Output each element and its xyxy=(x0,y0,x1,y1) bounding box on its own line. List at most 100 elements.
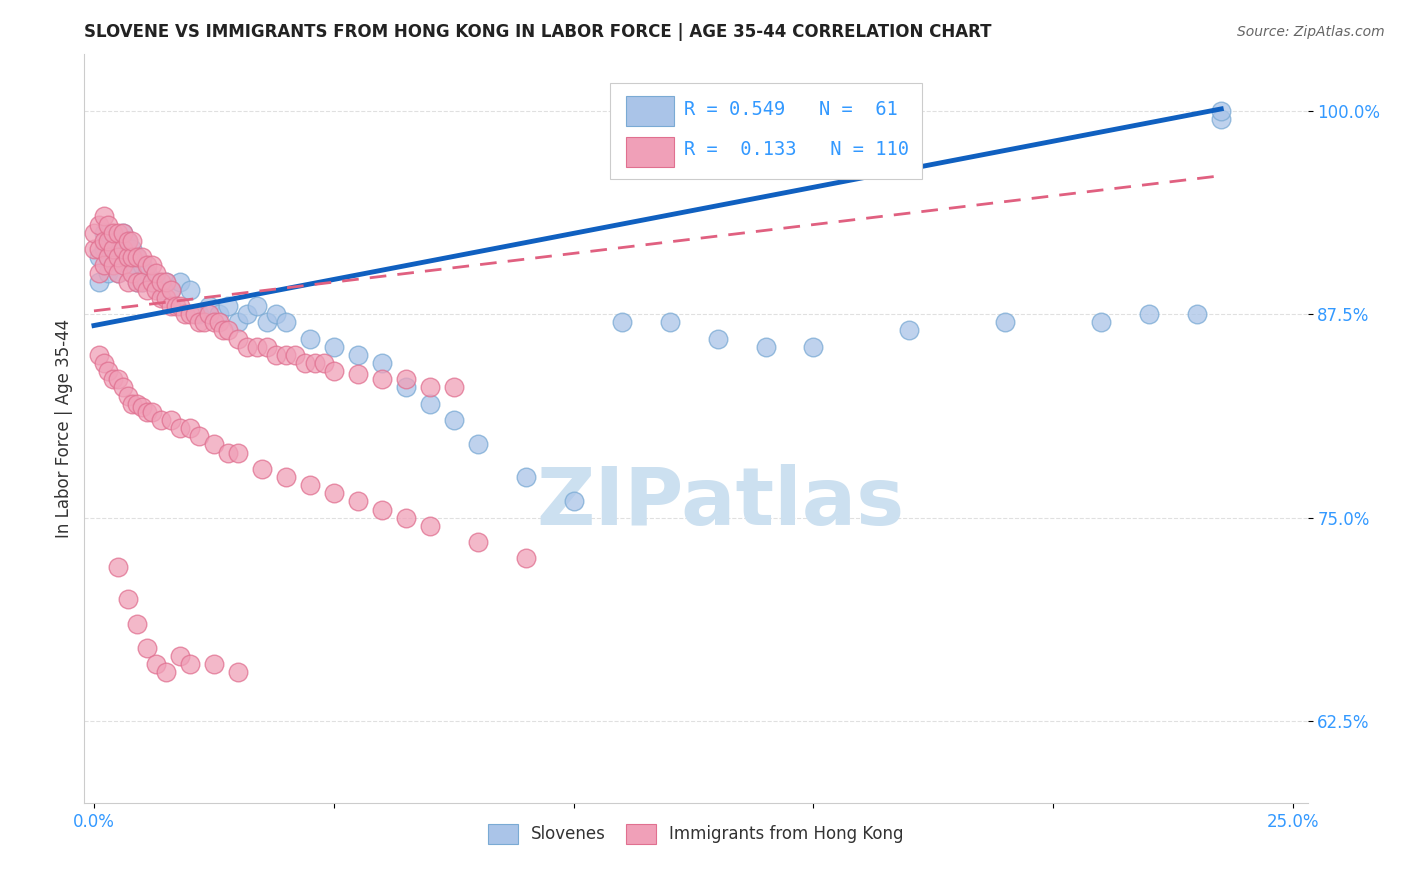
Point xyxy=(250,462,273,476)
Point xyxy=(145,267,167,281)
Point xyxy=(117,234,139,248)
Point xyxy=(1211,112,1233,126)
Point xyxy=(226,332,249,346)
Point xyxy=(83,242,105,256)
Point xyxy=(322,486,344,500)
Point xyxy=(803,340,825,354)
Point xyxy=(264,348,287,362)
Point xyxy=(141,275,163,289)
Point xyxy=(107,267,129,281)
Point xyxy=(179,657,201,672)
Point xyxy=(246,299,269,313)
Point xyxy=(169,299,191,313)
Point xyxy=(101,372,124,386)
Point xyxy=(198,307,221,321)
Point xyxy=(236,340,259,354)
Point xyxy=(131,275,153,289)
Point xyxy=(188,307,211,321)
Point xyxy=(131,250,153,264)
Point xyxy=(150,283,173,297)
Text: ZIPatlas: ZIPatlas xyxy=(536,464,904,542)
Point xyxy=(706,332,728,346)
Point xyxy=(274,348,297,362)
Point xyxy=(346,494,368,508)
Point xyxy=(212,323,235,337)
Point xyxy=(202,657,225,672)
Point xyxy=(93,242,115,256)
Point xyxy=(994,315,1017,329)
Text: R = 0.549   N =  61: R = 0.549 N = 61 xyxy=(683,100,897,120)
FancyBboxPatch shape xyxy=(610,84,922,179)
Point xyxy=(395,510,418,524)
Point xyxy=(419,397,441,411)
Point xyxy=(101,258,124,272)
Point xyxy=(419,519,441,533)
Point xyxy=(155,291,177,305)
Point xyxy=(226,445,249,459)
Point xyxy=(117,592,139,607)
Point xyxy=(202,437,225,451)
Point xyxy=(111,258,134,272)
Point xyxy=(562,494,585,508)
Point xyxy=(127,397,149,411)
Point xyxy=(419,380,441,394)
Point xyxy=(97,267,120,281)
Point xyxy=(141,258,163,272)
Point xyxy=(754,340,776,354)
Point xyxy=(107,559,129,574)
Y-axis label: In Labor Force | Age 35-44: In Labor Force | Age 35-44 xyxy=(55,318,73,538)
Point xyxy=(101,258,124,272)
Point xyxy=(169,421,191,435)
Point xyxy=(117,250,139,264)
Point xyxy=(97,234,120,248)
Point xyxy=(1137,307,1160,321)
Point xyxy=(1187,307,1209,321)
Point xyxy=(322,364,344,378)
Legend: Slovenes, Immigrants from Hong Kong: Slovenes, Immigrants from Hong Kong xyxy=(481,817,911,851)
Point xyxy=(298,332,321,346)
Point xyxy=(193,315,215,329)
Point xyxy=(226,665,249,680)
Point xyxy=(145,275,167,289)
Point xyxy=(111,226,134,240)
Point xyxy=(131,400,153,414)
Point xyxy=(159,299,181,313)
Point xyxy=(150,275,173,289)
Point xyxy=(371,356,394,370)
Point xyxy=(371,502,394,516)
Point xyxy=(1090,315,1112,329)
Point xyxy=(304,356,326,370)
Point xyxy=(131,258,153,272)
Point xyxy=(87,218,110,232)
Point xyxy=(515,470,537,484)
Point xyxy=(202,315,225,329)
Point xyxy=(107,226,129,240)
Point xyxy=(111,380,134,394)
Point xyxy=(93,210,115,224)
Point xyxy=(515,551,537,566)
FancyBboxPatch shape xyxy=(626,136,673,167)
Point xyxy=(217,445,239,459)
Point xyxy=(179,307,201,321)
Point xyxy=(111,250,134,264)
Point xyxy=(87,250,110,264)
Point xyxy=(121,397,143,411)
Point xyxy=(183,307,205,321)
Point xyxy=(198,299,221,313)
Point xyxy=(395,380,418,394)
Point xyxy=(141,405,163,419)
Point xyxy=(346,348,368,362)
Point xyxy=(246,340,269,354)
Point xyxy=(150,291,173,305)
Point xyxy=(159,283,181,297)
Point xyxy=(111,226,134,240)
Point xyxy=(159,413,181,427)
Point xyxy=(111,242,134,256)
Point xyxy=(150,413,173,427)
FancyBboxPatch shape xyxy=(626,96,673,126)
Point xyxy=(127,616,149,631)
Point xyxy=(256,315,278,329)
Point xyxy=(298,478,321,492)
Point xyxy=(155,275,177,289)
Point xyxy=(127,250,149,264)
